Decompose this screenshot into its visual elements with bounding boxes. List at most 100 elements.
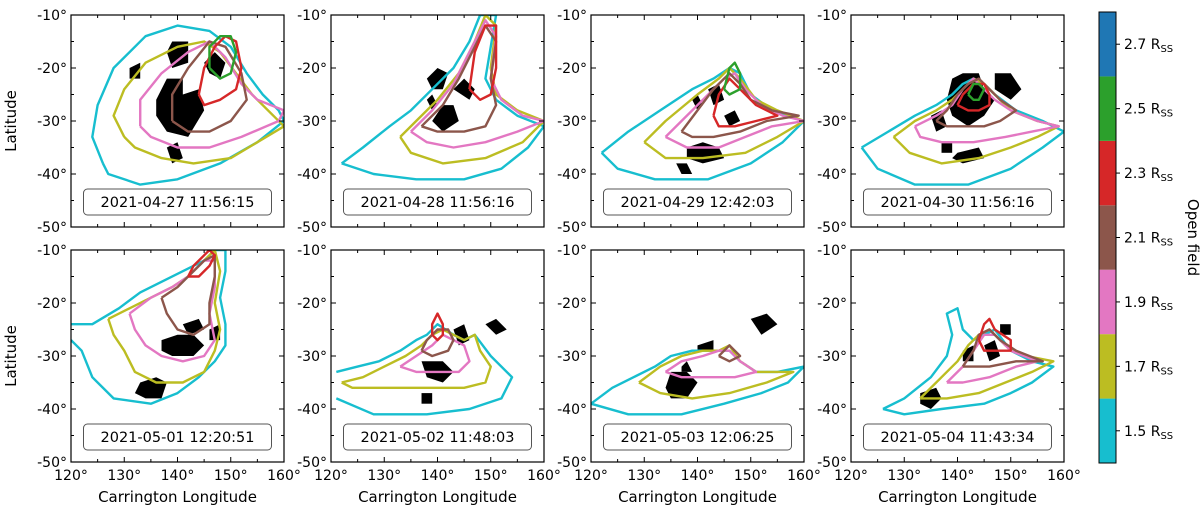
colorbar-tick-label: 1.9 RSS xyxy=(1124,295,1173,313)
panel-6: -10° -20° -30° -40° -50°120° 130° 140° 150° 160°… xyxy=(297,243,561,506)
y-tick-label: -30° xyxy=(557,349,587,365)
x-tick-label: 150° xyxy=(474,468,508,484)
x-tick-label: 160° xyxy=(267,468,301,484)
active-region xyxy=(686,142,725,164)
timestamp-box: 2021-04-29 12:42:03 xyxy=(603,188,792,216)
timestamp-label: 2021-04-29 12:42:03 xyxy=(621,195,775,211)
timestamp-box: 2021-04-28 11:56:16 xyxy=(343,188,532,216)
colorbar-tick-label: 2.7 RSS xyxy=(1124,37,1173,55)
x-tick-label: 150° xyxy=(214,468,248,484)
contour-2.3-rss xyxy=(468,24,498,102)
y-tick-label: -40° xyxy=(817,402,847,418)
active-region xyxy=(432,105,459,132)
panel-2: -10° -20° -30° -40° -50° 2021-04-28 11:56:16 xyxy=(297,8,545,236)
y-tick-label: -50° xyxy=(557,455,587,471)
y-tick-label: -30° xyxy=(817,349,847,365)
contour-2.1-rss xyxy=(680,72,800,139)
contour-1.9-rss xyxy=(139,40,284,149)
timestamp-label: 2021-05-03 12:06:25 xyxy=(621,430,775,446)
x-tick-label: 130° xyxy=(887,468,921,484)
y-tick-label: -20° xyxy=(297,61,327,77)
x-axis-label: Carrington Longitude xyxy=(98,488,257,506)
magnetogram-regions xyxy=(134,318,221,399)
contour-2.3-rss xyxy=(956,82,991,112)
colorbar: 1.5 RSS 1.7 RSS 1.9 RSS 2.1 RSS 2.3 RSS 2.5 R… xyxy=(1098,11,1200,464)
contour-lines xyxy=(600,61,804,181)
colorbar-segment xyxy=(1099,269,1116,335)
contour-1.5-rss xyxy=(340,15,544,181)
timestamp-label: 2021-05-04 11:43:34 xyxy=(881,430,1035,446)
active-region xyxy=(156,78,205,137)
contour-1.9-rss xyxy=(399,333,471,374)
x-tick-label: 120° xyxy=(314,468,348,484)
contour-1.7-rss xyxy=(643,66,804,160)
active-region xyxy=(681,361,693,372)
colorbar-segment xyxy=(1099,140,1116,206)
contour-lines xyxy=(860,77,1064,186)
x-tick-label: 140° xyxy=(941,468,975,484)
y-tick-label: -50° xyxy=(817,220,847,236)
x-axis-label: Carrington Longitude xyxy=(358,488,517,506)
timestamp-label: 2021-05-02 11:48:03 xyxy=(361,430,515,446)
contour-2.1-rss xyxy=(170,40,248,133)
active-region xyxy=(421,393,433,404)
x-tick-label: 140° xyxy=(161,468,195,484)
contour-1.9-rss xyxy=(913,77,1060,144)
y-tick-label: -30° xyxy=(297,349,327,365)
x-tick-label: 120° xyxy=(834,468,868,484)
colorbar-segment xyxy=(1099,398,1116,463)
y-tick-label: -40° xyxy=(557,167,587,183)
x-tick-label: 120° xyxy=(54,468,88,484)
x-tick-label: 160° xyxy=(1047,468,1081,484)
x-tick-label: 120° xyxy=(574,468,608,484)
timestamp-box: 2021-05-01 12:20:51 xyxy=(83,423,272,451)
x-axis-label: Carrington Longitude xyxy=(878,488,1037,506)
panel-7: -10° -20° -30° -40° -50°120° 130° 140° 150° 160°… xyxy=(557,243,821,506)
y-tick-label: -50° xyxy=(297,455,327,471)
contour-lines xyxy=(340,15,544,181)
contour-2.1-rss xyxy=(420,328,455,358)
y-tick-label: -50° xyxy=(297,220,327,236)
y-tick-label: -50° xyxy=(37,455,67,471)
contour-2.3-rss xyxy=(430,312,445,342)
contour-lines xyxy=(335,312,514,416)
contour-1.7-rss xyxy=(341,328,492,389)
y-tick-label: -10° xyxy=(37,243,67,259)
y-tick-label: -10° xyxy=(557,243,587,259)
colorbar-tick-label: 2.1 RSS xyxy=(1124,231,1173,249)
y-tick-label: -10° xyxy=(557,8,587,24)
y-tick-label: -50° xyxy=(37,220,67,236)
contour-2.5-rss xyxy=(967,82,986,102)
panel-5: -10° -20° -30° -40° -50°120° 130° 140° 150° 160°… xyxy=(2,243,301,506)
contour-2.3-rss xyxy=(977,317,1012,352)
contour-2.3-rss xyxy=(187,250,216,278)
colorbar-segment xyxy=(1099,12,1116,77)
x-tick-label: 140° xyxy=(421,468,455,484)
panel-4: -10° -20° -30° -40° -50° 2021-04-30 11:56:16 xyxy=(817,8,1065,236)
contour-lines xyxy=(71,250,227,405)
active-region xyxy=(161,334,205,356)
x-tick-label: 130° xyxy=(627,468,661,484)
contour-1.9-rss xyxy=(410,19,544,149)
y-tick-label: -20° xyxy=(37,61,67,77)
contour-2.1-rss xyxy=(717,344,742,363)
x-tick-label: 150° xyxy=(994,468,1028,484)
y-tick-label: -20° xyxy=(557,296,587,312)
x-tick-label: 160° xyxy=(787,468,821,484)
timestamp-box: 2021-04-27 11:56:15 xyxy=(83,188,272,216)
contour-1.7-rss xyxy=(107,250,222,384)
contour-2.1-rss xyxy=(935,77,1018,128)
contour-2.1-rss xyxy=(420,24,498,133)
contour-1.5-rss xyxy=(882,307,1055,416)
timestamp-label: 2021-04-27 11:56:15 xyxy=(101,195,255,211)
active-region xyxy=(994,73,1022,100)
y-tick-label: -10° xyxy=(817,8,847,24)
colorbar-tick-label: 2.3 RSS xyxy=(1124,166,1173,184)
timestamp-box: 2021-04-30 11:56:16 xyxy=(863,188,1052,216)
y-tick-label: -30° xyxy=(557,114,587,130)
colorbar-tick-label: 2.5 RSS xyxy=(1124,102,1173,120)
y-tick-label: -40° xyxy=(557,402,587,418)
y-axis-label: Latitude xyxy=(2,325,20,387)
active-region xyxy=(697,340,714,351)
